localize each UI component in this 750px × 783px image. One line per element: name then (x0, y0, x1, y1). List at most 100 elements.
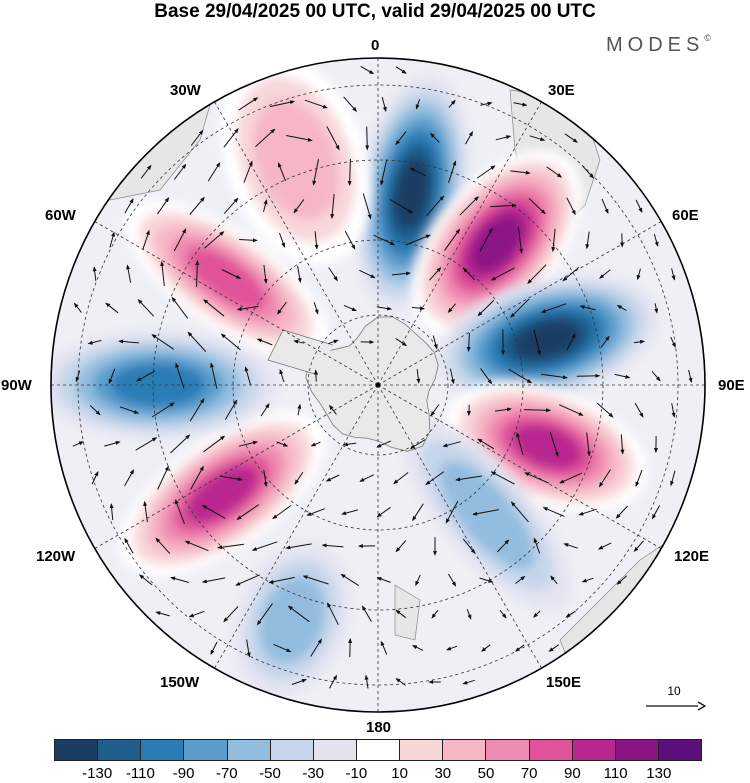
wind-vector (312, 159, 319, 186)
wind-vector (109, 503, 114, 520)
wind-vector (533, 329, 542, 356)
wind-vector (75, 370, 81, 383)
wind-vector (155, 537, 171, 554)
wind-vector (444, 228, 461, 251)
wind-vector (448, 99, 456, 108)
wind-vector (490, 203, 517, 208)
wind-vector (260, 403, 270, 417)
wind-vector (432, 335, 438, 350)
colorbar-tick-label: 30 (434, 765, 452, 782)
wind-vector (490, 471, 515, 485)
anomaly-center (124, 199, 329, 359)
wind-vector (405, 234, 431, 246)
colorbar-segment (442, 740, 486, 760)
wind-vector (321, 543, 344, 548)
wind-vector (238, 97, 259, 111)
wind-vector (447, 303, 456, 313)
wind-vector (173, 228, 187, 252)
wind-vector (465, 131, 473, 145)
wind-vector (190, 129, 204, 146)
wind-vector (601, 198, 609, 215)
wind-vector (135, 437, 158, 451)
wind-vector (170, 576, 190, 583)
wind-vector (325, 474, 340, 482)
wind-vector (73, 302, 82, 313)
latitude-circle (307, 314, 449, 456)
wind-vector (201, 505, 226, 519)
wind-vector (381, 96, 387, 112)
wind-vector (563, 543, 578, 549)
wind-vector (635, 469, 643, 488)
wind-vector (330, 193, 335, 220)
meridian-line (377, 101, 542, 386)
wind-vector (272, 505, 292, 520)
wind-vector (302, 575, 329, 585)
reference-arrow-icon (646, 701, 707, 711)
wind-vector (447, 573, 457, 587)
wind-vector (156, 197, 170, 215)
wind-vector (328, 339, 339, 345)
wind-vector (430, 132, 440, 143)
wind-vector (466, 332, 471, 352)
meridian-line (214, 101, 379, 386)
wind-vector (344, 230, 356, 250)
wind-vector (297, 403, 302, 416)
colorbar-tick-label: 110 (603, 765, 628, 782)
meridian-line (377, 221, 662, 386)
wind-vector (238, 440, 259, 447)
colorbar-segment (528, 740, 572, 760)
wind-vector (210, 362, 218, 389)
wind-vector (210, 641, 218, 655)
wind-vector (579, 305, 596, 311)
wind-vector (124, 198, 134, 214)
colorbar-segment (140, 740, 184, 760)
wind-vector (328, 404, 337, 415)
wind-vector (342, 442, 357, 447)
wind-vector (495, 135, 512, 141)
wind-vector (548, 644, 559, 652)
wind-vector (297, 265, 302, 283)
label-60e: 60E (672, 207, 699, 224)
wind-vector (559, 472, 583, 484)
wind-vector (480, 368, 493, 385)
wind-vector (411, 645, 424, 651)
wind-vector (327, 602, 339, 626)
wind-vector (449, 368, 455, 385)
wind-vector (329, 674, 337, 689)
label-120w: 120W (36, 548, 76, 565)
colorbar-segment (399, 740, 443, 760)
wind-vector (510, 298, 530, 318)
colorbar-segment (97, 740, 141, 760)
wind-vector (558, 404, 584, 416)
colorbar-tick-label: -130 (82, 765, 113, 782)
meridian-line (94, 221, 379, 386)
wind-vector (173, 163, 187, 180)
wind-vector (596, 402, 614, 418)
wind-vector (688, 369, 693, 383)
wind-vector (256, 338, 273, 346)
wind-vector (515, 575, 526, 584)
wind-vector (268, 576, 295, 584)
wind-vector (533, 537, 541, 554)
wind-vector (566, 197, 576, 216)
label-0: 0 (371, 37, 380, 54)
wind-vector (670, 470, 676, 487)
colorbar-tick-label: 70 (520, 765, 538, 782)
colorbar-tick-label: -70 (215, 765, 238, 782)
wind-vector (448, 160, 457, 183)
wind-vector (671, 268, 676, 281)
wind-vector (89, 405, 101, 416)
wind-vector (425, 471, 445, 485)
wind-vector (528, 198, 546, 215)
wind-vector (636, 268, 641, 281)
wind-vector (263, 469, 268, 488)
wind-vector (364, 674, 369, 689)
wind-vector (285, 543, 312, 550)
label-30e: 30E (548, 82, 575, 99)
wind-vector (615, 505, 628, 519)
wind-vector (188, 610, 205, 618)
wind-vector (430, 404, 440, 417)
wind-vector (670, 336, 676, 348)
wind-vector (263, 199, 268, 213)
